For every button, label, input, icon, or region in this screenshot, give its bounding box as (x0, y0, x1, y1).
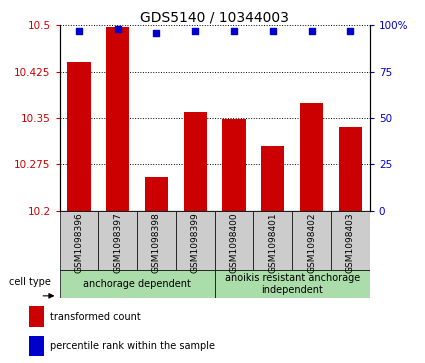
Text: cell type: cell type (9, 277, 51, 287)
Bar (98, 211, 137, 270)
Bar (67, 62, 91, 211)
Bar (106, 27, 129, 211)
Point (347, 28, 354, 34)
Text: GSM1098403: GSM1098403 (346, 212, 355, 273)
Text: transformed count: transformed count (50, 311, 141, 322)
Point (76, 28, 82, 34)
Text: GSM1098402: GSM1098402 (307, 212, 316, 273)
Bar (253, 211, 292, 270)
Bar (176, 211, 215, 270)
Text: GSM1098396: GSM1098396 (74, 212, 83, 273)
Point (231, 28, 238, 34)
Bar (29, 306, 44, 327)
Point (114, 26, 121, 32)
Point (269, 28, 276, 34)
Bar (261, 146, 284, 211)
Bar (331, 211, 370, 270)
Text: GSM1098400: GSM1098400 (230, 212, 238, 273)
Text: GSM1098401: GSM1098401 (268, 212, 277, 273)
Text: GSM1098398: GSM1098398 (152, 212, 161, 273)
Text: GSM1098399: GSM1098399 (191, 212, 200, 273)
Point (308, 28, 315, 34)
Bar (215, 211, 253, 270)
Bar (145, 176, 168, 211)
Bar (215, 270, 370, 298)
Text: GSM1098397: GSM1098397 (113, 212, 122, 273)
Title: GDS5140 / 10344003: GDS5140 / 10344003 (140, 10, 289, 24)
Text: percentile rank within the sample: percentile rank within the sample (50, 341, 215, 351)
Bar (292, 211, 331, 270)
Bar (300, 102, 323, 211)
Text: anchorage dependent: anchorage dependent (83, 279, 191, 289)
Bar (339, 127, 362, 211)
Bar (137, 211, 176, 270)
Bar (60, 211, 98, 270)
Bar (29, 335, 44, 356)
Bar (60, 270, 215, 298)
Text: anoikis resistant anchorage
independent: anoikis resistant anchorage independent (224, 273, 360, 294)
Point (153, 30, 160, 36)
Point (192, 28, 198, 34)
Bar (222, 119, 246, 211)
Bar (184, 112, 207, 211)
